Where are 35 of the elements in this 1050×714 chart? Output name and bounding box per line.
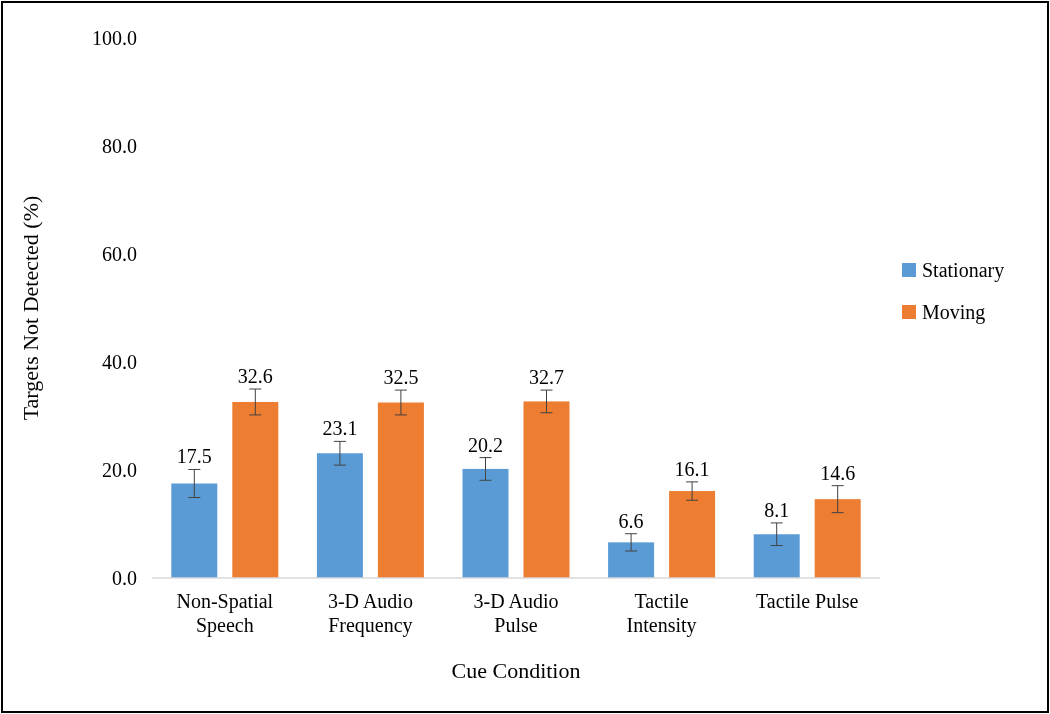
data-label: 14.6 <box>820 461 856 484</box>
data-label: 6.6 <box>618 509 644 532</box>
x-tick-label: Tactile Pulse <box>755 590 859 612</box>
x-tick-label: Tactile Intensity <box>626 590 697 637</box>
data-label: 32.5 <box>383 366 419 389</box>
bar <box>814 499 861 578</box>
data-label: 23.1 <box>322 417 358 440</box>
x-axis-title: Cue Condition <box>451 658 581 683</box>
y-axis-title: Targets Not Detected (%) <box>18 195 43 421</box>
bar <box>608 542 655 578</box>
bar <box>462 468 509 578</box>
data-label: 32.6 <box>237 365 273 387</box>
bar <box>316 453 363 578</box>
x-tick-label: 3-D Audio Frequency <box>327 590 413 637</box>
data-label: 8.1 <box>764 498 790 521</box>
x-tick-label: Non-Spatial Speech <box>176 590 274 637</box>
bar <box>377 402 424 578</box>
y-tick-label: 100.0 <box>92 27 137 49</box>
data-label: 16.1 <box>674 457 710 480</box>
y-tick-label: 20.0 <box>102 459 137 481</box>
legend-label: Moving <box>922 301 986 324</box>
bar <box>753 534 800 578</box>
data-label: 20.2 <box>468 433 503 456</box>
bar <box>523 401 570 578</box>
y-tick-label: 0.0 <box>112 567 137 589</box>
bar <box>171 483 218 578</box>
data-label: 32.7 <box>529 366 564 389</box>
legend-label: Stationary <box>922 259 1005 282</box>
data-label: 17.5 <box>176 445 212 468</box>
y-tick-label: 60.0 <box>102 243 137 265</box>
bar <box>232 401 279 578</box>
y-tick-label: 40.0 <box>102 351 137 373</box>
y-tick-label: 80.0 <box>102 135 137 157</box>
x-tick-label: 3-D Audio Pulse <box>473 590 559 636</box>
bar <box>669 491 716 578</box>
